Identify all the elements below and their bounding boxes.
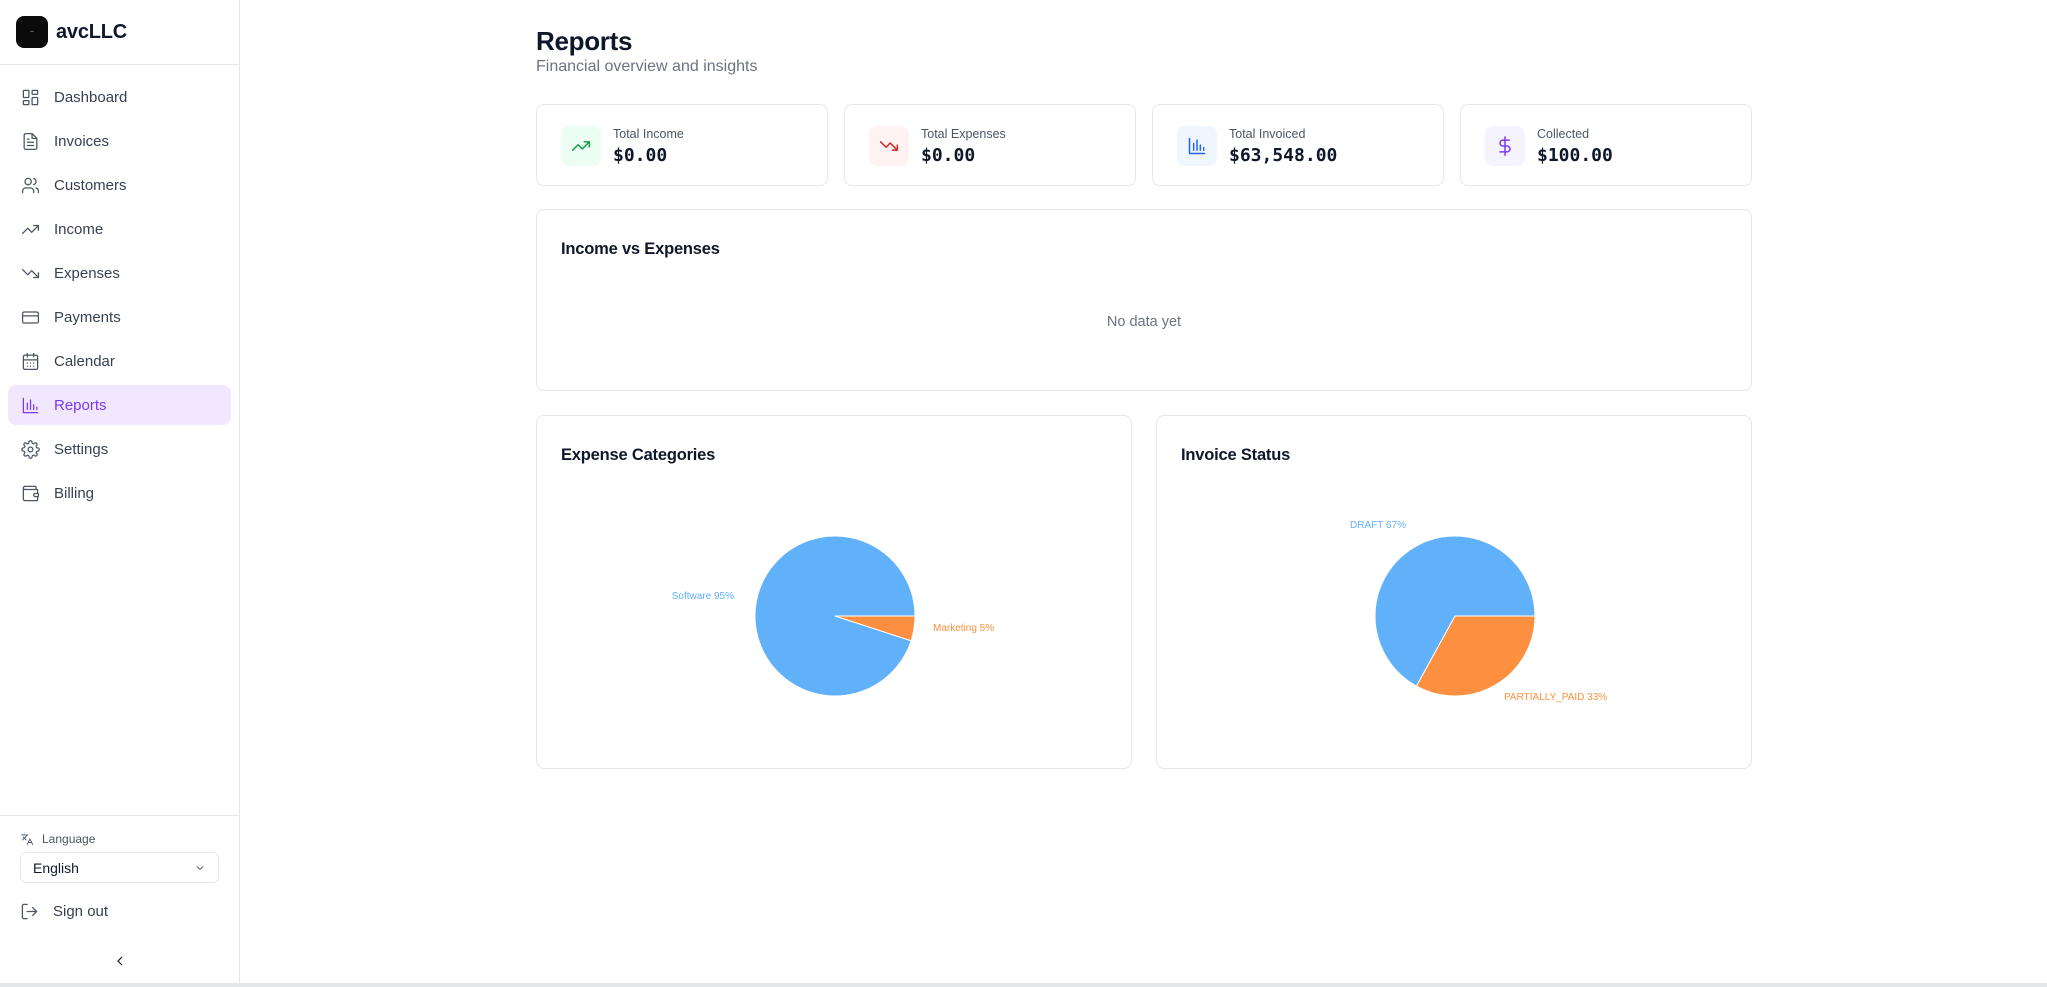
sidebar-item-reports[interactable]: Reports [8,385,231,425]
expense-categories-chart: Software 95% Marketing 5% [672,535,994,697]
sidebar-item-calendar[interactable]: Calendar [8,341,231,381]
credit-card-icon [21,310,40,324]
sidebar-item-income[interactable]: Income [8,209,231,249]
pie-label-draft: DRAFT 67% [1350,520,1406,531]
bottom-border [0,983,2047,987]
income-vs-expenses-card: Income vs Expenses No data yet [536,209,1752,391]
chevron-left-icon [117,956,123,966]
brand[interactable]: ▪▪ avcLLC [0,0,239,65]
card-title: Invoice Status [1181,446,1291,464]
sidebar-item-label: Customers [54,176,127,194]
sidebar-item-label: Dashboard [54,88,128,106]
card-title: Income vs Expenses [561,240,720,258]
dashboard-icon [22,89,39,105]
stat-card-total-income: Total Income $0.00 [536,104,828,186]
wallet-icon [22,485,40,501]
sidebar-footer: Language English Sign out [0,815,239,983]
sidebar-item-invoices[interactable]: Invoices [8,121,231,161]
logo: ▪▪ [16,16,48,48]
stat-card-collected: Collected $100.00 [1460,104,1752,186]
sidebar-nav: Dashboard Invoices Customers Income Expe… [0,65,239,513]
sidebar: ▪▪ avcLLC Dashboard Invoices Customers I… [0,0,240,983]
card-title: Expense Categories [561,446,716,464]
sidebar-item-label: Expenses [54,264,120,282]
gear-icon [21,439,40,459]
trending-down-icon [879,141,899,151]
stat-icon-wrap [869,126,909,166]
stat-label: Collected [1537,127,1590,141]
translate-icon [21,832,34,846]
sidebar-item-label: Calendar [54,352,115,370]
sidebar-item-billing[interactable]: Billing [8,473,231,513]
brand-name: avcLLC [56,20,128,43]
dollar-icon [1499,136,1511,156]
chevron-down-icon [196,865,204,870]
trending-down-icon [21,268,40,278]
collapse-sidebar-button[interactable] [112,953,128,969]
stat-icon-wrap [1177,126,1217,166]
stat-value: $100.00 [1537,145,1613,166]
file-text-icon [23,132,38,150]
sidebar-item-label: Settings [54,440,109,458]
users-icon [21,177,40,193]
stat-card-total-invoiced: Total Invoiced $63,548.00 [1152,104,1444,186]
log-out-icon [21,903,38,919]
trending-up-icon [21,224,40,234]
language-label: Language [20,832,239,846]
pie-slice-draft[interactable] [1374,535,1536,687]
calendar-icon [22,352,39,370]
language-label-text: Language [42,832,96,846]
invoice-status-card: Invoice Status DRAFT 67% PARTIALLY_PAID 3… [1156,415,1752,769]
pie-slice-partially-paid[interactable] [1415,615,1536,697]
invoice-status-chart: DRAFT 67% PARTIALLY_PAID 33% [1350,520,1607,703]
stat-label: Total Expenses [921,127,1006,141]
pie-slice-marketing[interactable] [834,615,916,642]
sidebar-item-expenses[interactable]: Expenses [8,253,231,293]
bar-chart-icon [22,397,39,413]
sign-out-button[interactable]: Sign out [20,897,239,925]
sign-out-label: Sign out [53,902,109,920]
pie-label-software: Software 95% [672,591,734,602]
trending-up-icon [571,141,591,151]
stat-icon-wrap [561,126,601,166]
stat-value: $0.00 [921,145,976,166]
language-select[interactable]: English [20,852,219,883]
bar-chart-icon [1188,137,1206,155]
sidebar-item-label: Billing [54,484,95,502]
stat-card-total-expenses: Total Expenses $0.00 [844,104,1136,186]
sidebar-item-dashboard[interactable]: Dashboard [8,77,231,117]
page-subtitle: Financial overview and insights [536,58,758,75]
sidebar-item-settings[interactable]: Settings [8,429,231,469]
sidebar-item-label: Income [54,220,104,238]
expense-categories-card: Expense Categories Software 95% Marketing… [536,415,1132,769]
sidebar-item-label: Payments [54,308,121,326]
sidebar-item-payments[interactable]: Payments [8,297,231,337]
pie-label-partially-paid: PARTIALLY_PAID 33% [1504,692,1607,703]
stat-label: Total Invoiced [1229,127,1306,141]
page-title: Reports [536,26,633,56]
empty-state: No data yet [1106,314,1182,330]
sidebar-item-label: Invoices [54,132,110,150]
stat-icon-wrap [1485,126,1525,166]
language-select-value: English [33,859,79,876]
stat-value: $0.00 [613,145,668,166]
pie-label-marketing: Marketing 5% [933,623,994,634]
stat-label: Total Income [613,127,684,141]
sidebar-item-customers[interactable]: Customers [8,165,231,205]
sidebar-item-label: Reports [54,396,107,414]
stat-value: $63,548.00 [1229,145,1338,166]
